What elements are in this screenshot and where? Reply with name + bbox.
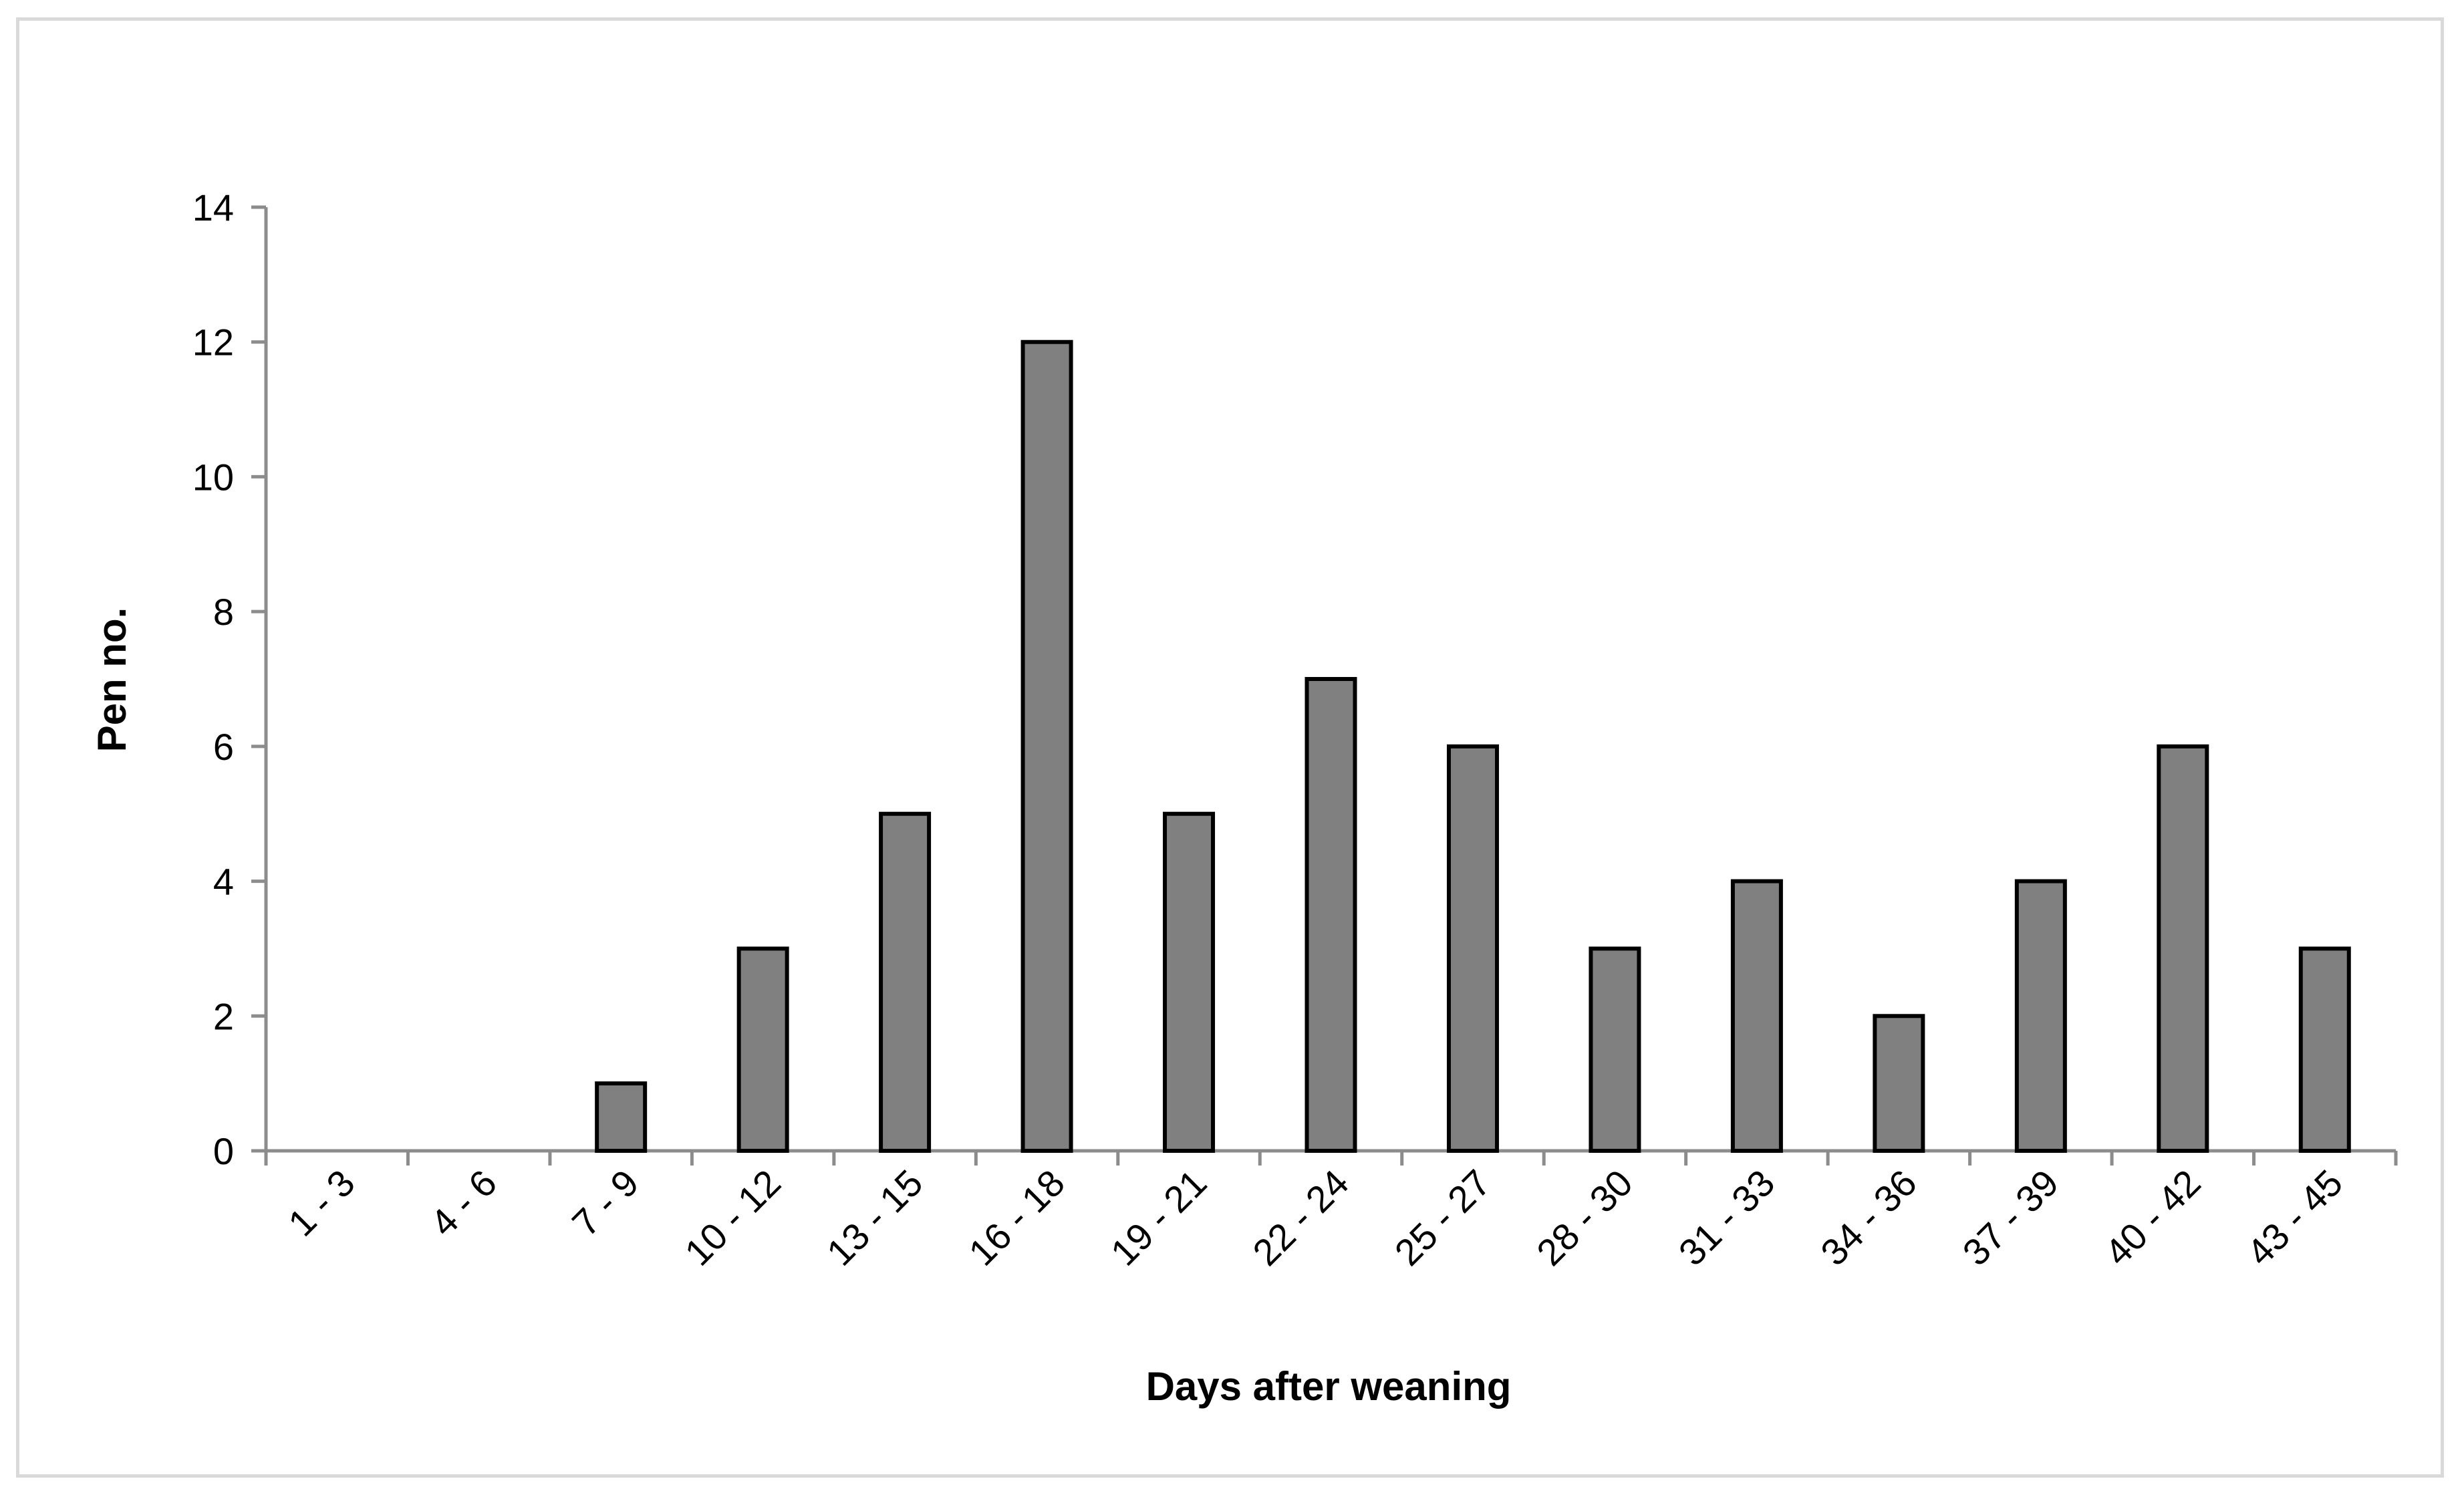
bar xyxy=(879,811,932,1153)
bar xyxy=(1305,677,1357,1153)
bar xyxy=(1873,1014,1925,1153)
y-tick-label: 10 xyxy=(192,456,234,498)
x-tick-label: 25 - 27 xyxy=(1387,1162,1499,1274)
x-tick-label: 28 - 30 xyxy=(1528,1162,1641,1274)
bar xyxy=(2014,879,2067,1153)
bar xyxy=(1589,946,1641,1153)
chart-frame xyxy=(16,17,2444,1478)
x-tick-label: 31 - 33 xyxy=(1671,1162,1783,1274)
x-tick-label: 13 - 15 xyxy=(819,1162,931,1274)
x-tick-label: 10 - 12 xyxy=(676,1162,789,1274)
bar xyxy=(2157,744,2209,1153)
y-tick-label: 4 xyxy=(213,861,234,903)
y-axis: 0 2 4 6 8 10 12 14 xyxy=(192,186,268,1172)
bar xyxy=(595,1081,648,1153)
x-tick-label: 4 - 6 xyxy=(422,1162,505,1244)
x-axis-title: Days after weaning xyxy=(1146,1364,1512,1409)
x-tick-label: 16 - 18 xyxy=(960,1162,1073,1274)
y-tick-label: 8 xyxy=(213,591,234,633)
bars xyxy=(595,339,2351,1153)
x-tick-label: 34 - 36 xyxy=(1812,1162,1925,1274)
x-tick-label: 19 - 21 xyxy=(1103,1162,1215,1274)
x-tick-label: 1 - 3 xyxy=(280,1162,363,1244)
bar xyxy=(736,946,789,1153)
bar xyxy=(1446,744,1499,1153)
bar xyxy=(2298,946,2351,1153)
y-axis-title: Pen no. xyxy=(90,607,134,753)
bar xyxy=(1020,339,1073,1153)
y-tick-label: 0 xyxy=(213,1130,234,1172)
x-tick-label: 7 - 9 xyxy=(564,1162,647,1244)
x-tick-label: 40 - 42 xyxy=(2096,1162,2209,1274)
bar xyxy=(1730,879,1783,1153)
y-tick-label: 6 xyxy=(213,726,234,768)
x-tick-label: 43 - 45 xyxy=(2238,1162,2350,1274)
x-axis: 1 - 3 4 - 6 7 - 9 10 - 12 13 - 15 16 - 18 19 -… xyxy=(264,1149,2398,1274)
y-tick-label: 12 xyxy=(192,321,234,364)
y-tick-label: 14 xyxy=(192,186,234,229)
x-tick-label: 37 - 39 xyxy=(1954,1162,2066,1274)
x-tick-label: 22 - 24 xyxy=(1244,1162,1357,1274)
bar xyxy=(1163,811,1216,1153)
y-tick-label: 2 xyxy=(213,995,234,1037)
